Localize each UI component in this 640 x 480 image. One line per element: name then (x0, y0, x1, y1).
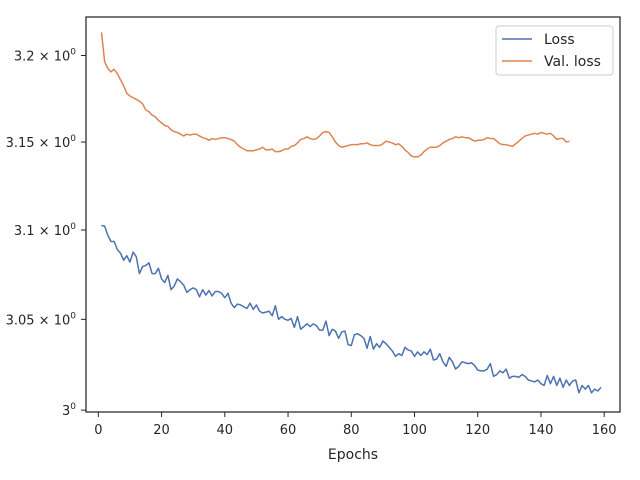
x-tick-label: 0 (94, 423, 102, 438)
x-tick-label: 140 (529, 423, 554, 438)
legend: Loss Val. loss (495, 25, 614, 76)
x-tick-label: 80 (343, 423, 360, 438)
series-line-loss (101, 224, 602, 394)
x-tick-label: 60 (280, 423, 297, 438)
y-tick-label: 3.2 × 100 (14, 48, 76, 65)
x-tick-label: 160 (592, 423, 617, 438)
y-tick-label: 3.1 × 100 (14, 222, 76, 239)
x-tick-label: 40 (217, 423, 234, 438)
x-axis-label: Epochs (328, 447, 378, 463)
axes-frame (85, 16, 621, 413)
y-tick-label: 30 (62, 402, 76, 419)
x-tick-label: 20 (153, 423, 170, 438)
plot-area (100, 32, 602, 394)
y-tick-label: 3.15 × 100 (6, 134, 77, 151)
x-tick-label: 120 (465, 423, 490, 438)
y-tick-label: 3.05 × 100 (6, 311, 77, 328)
legend-label-val-loss: Val. loss (544, 54, 601, 70)
series-line-val-loss (100, 32, 570, 158)
x-axis: 0 20 40 60 80 100 120 140 160 (94, 412, 617, 438)
x-tick-label: 100 (402, 423, 427, 438)
y-axis: 30 3.05 × 100 3.1 × 100 3.15 × 100 3.2 × 100 (6, 48, 86, 419)
legend-label-loss: Loss (544, 32, 575, 48)
